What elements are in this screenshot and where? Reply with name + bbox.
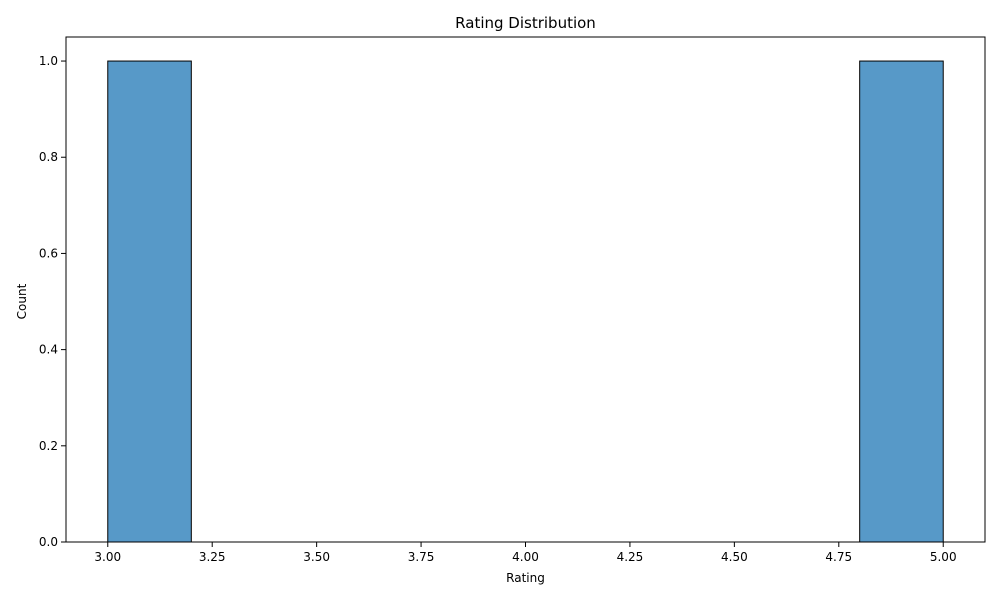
y-tick-label: 0.0 [39,535,58,549]
x-tick-label: 3.75 [408,550,435,564]
y-tick-label: 0.6 [39,246,58,260]
y-ticks-group: 0.0 0.2 0.4 0.6 0.8 1.0 [39,54,66,549]
plot-frame [65,36,986,543]
x-tick-label: 4.50 [721,550,748,564]
y-tick-label: 0.8 [39,150,58,164]
x-tick-label: 4.00 [512,550,539,564]
x-tick-label: 3.50 [303,550,330,564]
y-tick-label: 0.4 [39,343,58,357]
histogram-bar-0 [107,60,192,543]
x-tick-label: 4.25 [617,550,644,564]
chart-title: Rating Distribution [455,14,596,32]
y-tick-label: 0.2 [39,439,58,453]
x-tick-label: 3.25 [199,550,226,564]
x-axis-label: Rating [506,571,545,585]
x-tick-label: 4.75 [825,550,852,564]
x-ticks-group: 3.00 3.25 3.50 3.75 4.00 4.25 4.50 4.75 5.00 [94,542,957,564]
y-tick-label: 1.0 [39,54,58,68]
histogram-bar-9 [859,60,944,543]
x-tick-label: 5.00 [930,550,957,564]
x-tick-label: 3.00 [94,550,121,564]
y-axis-label: Count [15,283,29,319]
bars-group [107,60,944,543]
